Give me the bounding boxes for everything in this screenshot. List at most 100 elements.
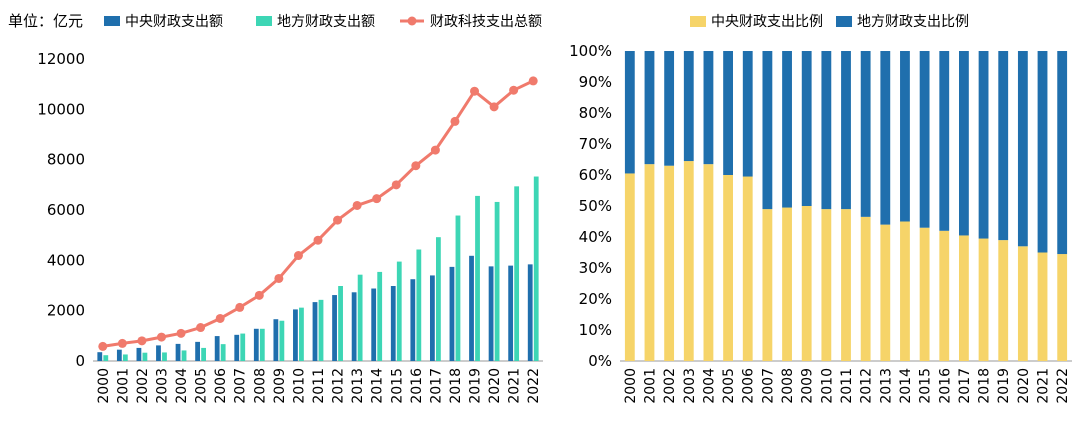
bar-central	[97, 352, 103, 361]
legend-label-central: 中央财政支出额	[125, 14, 223, 30]
y-tick-label: 60%	[579, 166, 612, 184]
bar-central	[527, 264, 533, 361]
bar-central	[429, 275, 435, 361]
bar-central	[390, 286, 396, 361]
y-tick-label: 4000	[47, 251, 85, 269]
bar-central-ratio	[801, 206, 812, 361]
bar-central	[508, 265, 514, 361]
x-tick-label: 2000	[623, 368, 639, 404]
bar-central	[253, 328, 259, 361]
bar-central	[214, 336, 220, 361]
point-total	[156, 332, 166, 342]
legend-swatch-local-ratio	[836, 16, 852, 27]
bar-local	[142, 352, 148, 361]
bar-local-ratio	[939, 51, 950, 231]
legend-label-central-ratio: 中央财政支出比例	[711, 14, 823, 30]
bar-local	[259, 328, 265, 361]
x-tick-label: 2012	[859, 368, 875, 404]
bar-local	[533, 176, 539, 361]
x-tick-label: 2014	[898, 368, 914, 404]
point-total	[489, 102, 499, 112]
bar-local	[240, 333, 246, 361]
x-tick-label: 2017	[428, 368, 444, 404]
legend-swatch-central	[104, 16, 120, 26]
x-axis-left: 2000 2001 2002 2003 2004 2005 2006 2007 2008 2009…	[96, 368, 542, 404]
x-tick-label: 2022	[1055, 368, 1071, 404]
x-tick-label: 2002	[662, 368, 678, 404]
bar-central	[449, 266, 455, 361]
point-total	[235, 302, 245, 312]
bar-central-ratio	[841, 209, 851, 361]
bar-local-ratio	[801, 51, 812, 206]
legend-marker-total	[407, 16, 417, 26]
bar-local-ratio	[664, 51, 675, 166]
y-tick-label: 6000	[47, 201, 85, 219]
bar-local	[396, 261, 402, 361]
y-tick-label: 90%	[579, 73, 612, 91]
x-tick-label: 2019	[996, 368, 1012, 404]
point-total	[528, 76, 538, 86]
bar-central-ratio	[939, 230, 950, 361]
bar-local	[103, 355, 109, 361]
chart-left: 单位：亿元 中央财政支出额 地方财政支出额 财政科技支出总额 0 2000 4000…	[8, 12, 543, 404]
x-tick-label: 2006	[741, 368, 757, 404]
x-tick-label: 2018	[977, 368, 993, 404]
bar-central-ratio	[683, 161, 694, 361]
x-tick-label: 2007	[233, 368, 249, 404]
x-tick-label: 2021	[1036, 368, 1052, 404]
x-tick-label: 2003	[154, 368, 170, 404]
bar-local-ratio	[821, 51, 832, 210]
bar-local-ratio	[880, 51, 891, 225]
bar-central-ratio	[644, 164, 655, 361]
bar-central	[234, 334, 240, 361]
point-total	[470, 86, 480, 96]
bar-local	[416, 249, 422, 361]
bar-central-ratio	[723, 175, 733, 361]
point-total	[333, 215, 343, 225]
bar-local	[377, 271, 383, 361]
point-total	[254, 290, 264, 300]
x-tick-label: 2001	[642, 368, 658, 404]
bar-local	[494, 201, 500, 361]
point-total	[293, 251, 303, 261]
x-tick-label: 2004	[174, 368, 190, 404]
legend-left: 中央财政支出额 地方财政支出额 财政科技支出总额	[104, 14, 542, 30]
unit-label: 单位：亿元	[8, 12, 83, 30]
x-tick-label: 2022	[526, 368, 542, 404]
bar-local	[162, 352, 167, 361]
x-tick-label: 2008	[252, 368, 268, 404]
x-tick-label: 2019	[468, 368, 484, 404]
y-tick-label: 70%	[579, 135, 612, 153]
bar-central-ratio	[1037, 252, 1048, 361]
bar-local	[220, 344, 226, 361]
bar-local	[299, 307, 304, 361]
point-total	[411, 161, 421, 171]
bar-local	[201, 347, 207, 361]
bar-central-ratio	[762, 209, 773, 361]
bar-central	[488, 266, 494, 361]
x-tick-label: 2000	[96, 368, 112, 404]
point-total	[98, 341, 108, 351]
x-tick-label: 2013	[878, 368, 894, 404]
y-tick-label: 30%	[579, 259, 612, 277]
x-tick-label: 2011	[839, 368, 855, 404]
point-total	[450, 116, 460, 126]
point-total	[274, 273, 284, 283]
bar-local	[338, 286, 343, 361]
bar-central	[136, 347, 142, 361]
bar-central-ratio	[978, 238, 989, 361]
x-tick-label: 2009	[800, 368, 816, 404]
x-tick-label: 2015	[389, 368, 405, 404]
bar-central	[116, 349, 122, 361]
x-tick-label: 2003	[682, 368, 698, 404]
bar-local-ratio	[1037, 51, 1048, 253]
bar-central-ratio	[959, 235, 969, 361]
y-tick-label: 10%	[579, 321, 612, 339]
bar-local-ratio	[998, 51, 1009, 241]
bar-local-ratio	[1057, 51, 1068, 255]
bar-local	[455, 215, 461, 361]
y-tick-label: 8000	[47, 151, 85, 169]
legend-right: 中央财政支出比例 地方财政支出比例	[690, 14, 969, 30]
bar-local	[357, 274, 363, 361]
